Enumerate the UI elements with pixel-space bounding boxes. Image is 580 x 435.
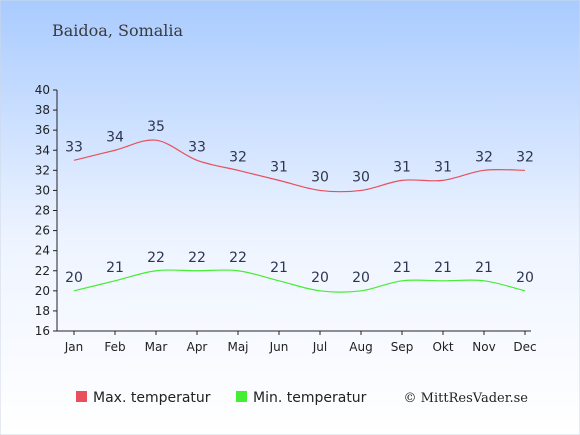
series-line-1: [73, 269, 526, 293]
x-tick-label: Feb: [104, 340, 125, 354]
data-label: 34: [106, 129, 124, 145]
y-tick-label: 34: [35, 143, 50, 157]
data-label: 33: [188, 139, 206, 155]
data-label: 31: [393, 159, 411, 175]
x-tick-label: Jan: [64, 340, 84, 354]
y-tick-label: 36: [35, 123, 50, 137]
data-label: 22: [229, 250, 247, 266]
data-labels: 33 34 35 33 32 31 30 30 31 31 32 32 20 21 22 22 22 21 20 20…: [65, 119, 534, 286]
data-label: 22: [188, 250, 206, 266]
y-tick-label: 30: [35, 183, 50, 197]
legend-label-max: Max. temperatur: [93, 390, 211, 406]
data-label: 35: [147, 119, 165, 135]
series-group: [73, 139, 526, 293]
y-tick-label: 38: [35, 103, 50, 117]
chart-title: Baidoa, Somalia: [52, 21, 184, 40]
x-tick-label: Jun: [269, 340, 289, 354]
x-tick-label: Sep: [391, 340, 414, 354]
x-tick-label: Apr: [187, 340, 208, 354]
x-tick-label: Nov: [472, 340, 495, 354]
legend-label-min: Min. temperatur: [253, 390, 367, 406]
y-tick-label: 26: [35, 224, 50, 238]
axes: 16 18 20 22 24 26 28 30 32 34 36 38 40 Jan Feb Mar Apr Ma…: [35, 83, 537, 354]
y-tick-label: 40: [35, 83, 50, 97]
data-label: 32: [229, 149, 247, 165]
legend-swatch-max: [76, 391, 87, 402]
x-tick-label: Dec: [513, 340, 536, 354]
data-label: 33: [65, 139, 83, 155]
x-tick-label: Jul: [312, 340, 327, 354]
x-tick-label: Aug: [349, 340, 372, 354]
y-tick-label: 20: [35, 284, 50, 298]
y-tick-label: 16: [35, 324, 50, 338]
data-label: 21: [434, 260, 452, 276]
credit-text: © MittResVader.se: [404, 391, 529, 406]
data-label: 20: [352, 270, 370, 286]
data-label: 32: [475, 149, 493, 165]
x-tick-label: Okt: [432, 340, 453, 354]
data-label: 20: [516, 270, 534, 286]
data-label: 20: [311, 270, 329, 286]
x-tick-label: Mar: [145, 340, 168, 354]
data-label: 30: [311, 169, 329, 185]
data-label: 32: [516, 149, 534, 165]
series-line-0: [73, 139, 526, 193]
data-label: 21: [106, 260, 124, 276]
y-tick-label: 28: [35, 204, 50, 218]
data-label: 31: [270, 159, 288, 175]
data-label: 31: [434, 159, 452, 175]
x-tick-label: Maj: [227, 340, 248, 354]
data-label: 22: [147, 250, 165, 266]
legend-swatch-min: [236, 391, 247, 402]
legend: Max. temperatur Min. temperatur: [76, 390, 367, 406]
y-tick-label: 22: [35, 264, 50, 278]
data-label: 21: [475, 260, 493, 276]
data-label: 21: [393, 260, 411, 276]
data-label: 30: [352, 169, 370, 185]
y-tick-label: 24: [35, 244, 50, 258]
data-label: 20: [65, 270, 83, 286]
data-label: 21: [270, 260, 288, 276]
y-tick-label: 18: [35, 304, 50, 318]
y-tick-label: 32: [35, 163, 50, 177]
